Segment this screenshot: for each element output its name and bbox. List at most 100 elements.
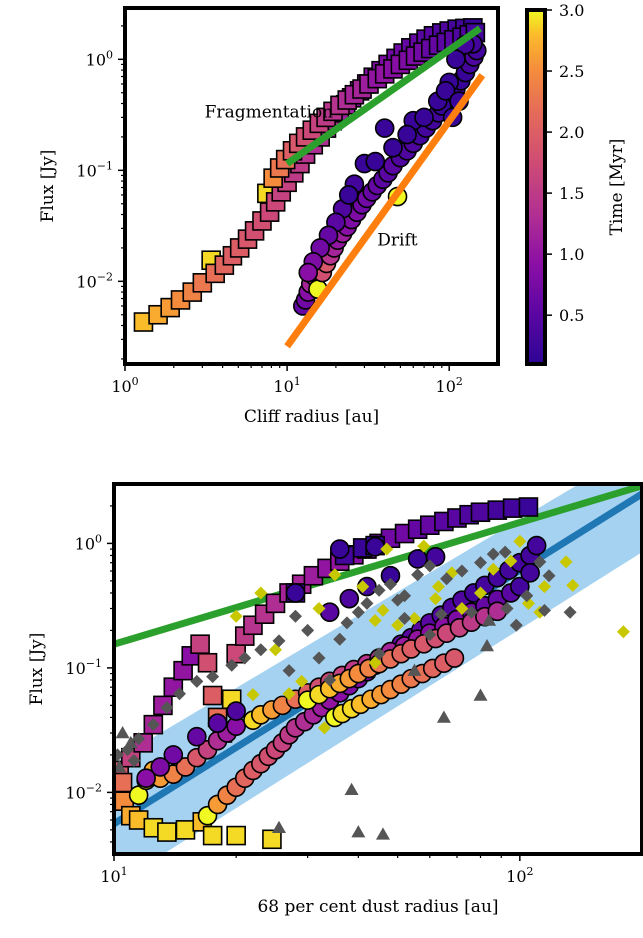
panel2-diamond-marker-2-16 xyxy=(229,609,243,623)
top-panel: 100 101 102 10−2 10−1 100 Cliff radius [au] Flu… xyxy=(38,6,500,427)
panel2-triangle-marker-4-0 xyxy=(115,725,130,739)
panel2-diamond-marker-3-20 xyxy=(360,596,374,610)
panel2-diamond-marker-3-3 xyxy=(132,732,146,746)
panel2-triangle-marker-4-10 xyxy=(479,638,494,652)
panel2-circle-marker-1-100 xyxy=(444,648,465,668)
panel2-circle-marker-1-111 xyxy=(207,713,228,733)
panel2-square-marker-0-20 xyxy=(197,652,218,673)
panel1-circle-marker-1-44 xyxy=(374,118,395,138)
panel2-diamond-marker-3-30 xyxy=(498,545,512,559)
panel2-diamond-marker-2-7 xyxy=(429,592,443,606)
panel2-diamond-marker-3-36 xyxy=(282,664,296,678)
panel2-diamond-marker-3-17 xyxy=(333,632,347,646)
panel2-circle-marker-1-117 xyxy=(136,768,156,789)
panel2-square-marker-0-11 xyxy=(262,829,282,850)
panel2-diamond-marker-2-8 xyxy=(376,603,390,617)
panel2-diamond-marker-3-4 xyxy=(146,718,160,732)
panel2-y-tick-label-0: 10−2 xyxy=(65,781,102,802)
bottom-panel: 101 102 10−2 10−1 100 68 per cent dust radius… xyxy=(27,482,643,917)
panel2-diamond-marker-3-44 xyxy=(391,593,405,607)
panel2-triangle-marker-4-1 xyxy=(114,759,127,773)
panel2-circle-marker-1-112 xyxy=(187,726,207,747)
panel2-circle-marker-1-108 xyxy=(339,588,360,609)
panel2-diamond-marker-3-34 xyxy=(500,601,514,615)
colorbar-tick-label-0: 0.5 xyxy=(559,306,584,325)
panel2-triangle-marker-4-3 xyxy=(271,820,286,833)
panel2-square-marker-0-7 xyxy=(175,820,196,840)
panel1-annotation-1: Drift xyxy=(377,231,417,251)
panel2-diamond-marker-3-10 xyxy=(238,651,252,665)
panel2-x-tick-label-1: 102 xyxy=(506,865,533,886)
panel1-fit-line-0 xyxy=(285,25,483,167)
panel2-triangle-marker-4-7 xyxy=(407,663,422,676)
panel2-diamond-marker-3-9 xyxy=(225,658,239,672)
colorbar: 0.5 1.0 1.5 2.0 2.5 3.0 Time [Myr] xyxy=(525,1,627,366)
panel2-diamond-marker-3-35 xyxy=(372,647,386,661)
panel2-diamond-marker-3-43 xyxy=(533,555,547,569)
panel2-triangle-marker-4-11 xyxy=(482,613,497,626)
panel1-y-tick-label-2: 100 xyxy=(86,48,113,69)
panel2-circle-marker-1-114 xyxy=(150,757,171,777)
panel2-diamond-marker-2-4 xyxy=(431,580,445,594)
panel2-x-tick-label-0: 101 xyxy=(100,865,127,886)
panel2-square-marker-0-19 xyxy=(190,634,210,655)
panel1-circle-marker-1-52 xyxy=(298,262,319,283)
panel2-diamond-marker-2-0 xyxy=(380,542,394,556)
panel2-diamond-marker-3-14 xyxy=(301,623,315,637)
panel2-diamond-marker-3-33 xyxy=(542,569,556,583)
panel1-circle-marker-1-53 xyxy=(338,185,359,205)
panel2-diamond-marker-2-15 xyxy=(254,586,268,600)
panel2-circle-marker-1-116 xyxy=(520,563,540,583)
panel2-diamond-marker-3-29 xyxy=(486,547,500,561)
colorbar-tick-label-5: 3.0 xyxy=(559,1,584,20)
panel2-diamond-marker-2-21 xyxy=(246,688,260,702)
panel2-diamond-marker-2-19 xyxy=(317,721,331,735)
panel2-diamond-marker-2-5 xyxy=(474,586,488,600)
panel2-diamond-marker-2-6 xyxy=(486,562,500,576)
panel2-diamond-marker-3-38 xyxy=(423,628,437,642)
panel2-diamond-marker-3-6 xyxy=(172,687,186,701)
panel2-diamond-marker-2-14 xyxy=(312,601,326,615)
panel2-square-marker-0-9 xyxy=(202,825,223,846)
panel2-diamond-marker-2-28 xyxy=(616,625,630,639)
panel2-diamond-marker-3-21 xyxy=(372,583,386,597)
panel2-diamond-marker-3-39 xyxy=(434,607,448,621)
panel2-diamond-marker-3-16 xyxy=(323,673,337,687)
panel2-y-tick-label-2: 100 xyxy=(75,532,102,553)
panel2-x-axis-label: 68 per cent dust radius [au] xyxy=(257,897,498,917)
panel2-diamond-marker-3-2 xyxy=(127,754,141,768)
panel2-diamond-marker-2-29 xyxy=(513,534,527,548)
panel1-annotation-0: Fragmentation xyxy=(205,102,334,122)
panel1-circle-marker-1-56 xyxy=(397,124,417,145)
panel1-circle-marker-1-40 xyxy=(446,49,466,70)
panel2-diamond-marker-2-9 xyxy=(368,614,382,628)
panel2-circle-marker-1-102 xyxy=(329,539,350,559)
panel2-diamond-marker-3-11 xyxy=(254,643,268,657)
panel2-diamond-marker-2-13 xyxy=(328,568,342,582)
panel2-diamond-marker-3-8 xyxy=(206,670,220,684)
panel2-diamond-marker-3-22 xyxy=(383,577,397,591)
panel2-diamond-marker-2-27 xyxy=(559,555,573,569)
panel1-fit-line-1 xyxy=(284,73,486,349)
panel2-diamond-marker-2-26 xyxy=(566,578,580,592)
panel2-diamond-marker-3-41 xyxy=(509,618,523,632)
panel2-diamond-marker-3-0 xyxy=(114,748,124,762)
panel2-diamond-marker-3-28 xyxy=(474,556,488,570)
panel2-triangle-marker-4-6 xyxy=(375,827,390,840)
panel2-circle-marker-1-47 xyxy=(526,535,547,556)
panel2-square-marker-0-10 xyxy=(226,825,246,846)
panel2-diamond-marker-2-3 xyxy=(455,601,469,615)
colorbar-label: Time [Myr] xyxy=(607,139,627,236)
panel2-diamond-marker-3-19 xyxy=(351,605,365,619)
panel1-circle-marker-1-55 xyxy=(383,137,403,158)
panel2-diamond-marker-2-30 xyxy=(504,554,518,568)
colorbar-tick-label-4: 2.5 xyxy=(559,62,584,81)
panel2-triangle-marker-4-9 xyxy=(473,688,488,701)
panel1-frame xyxy=(123,6,500,366)
panel2-diamond-marker-2-1 xyxy=(417,539,431,553)
panel2-frame xyxy=(112,482,643,856)
panel2-diamond-marker-2-12 xyxy=(356,580,370,594)
panel2-triangle-marker-4-2 xyxy=(123,735,138,749)
panel2-diamond-marker-3-24 xyxy=(411,568,425,582)
